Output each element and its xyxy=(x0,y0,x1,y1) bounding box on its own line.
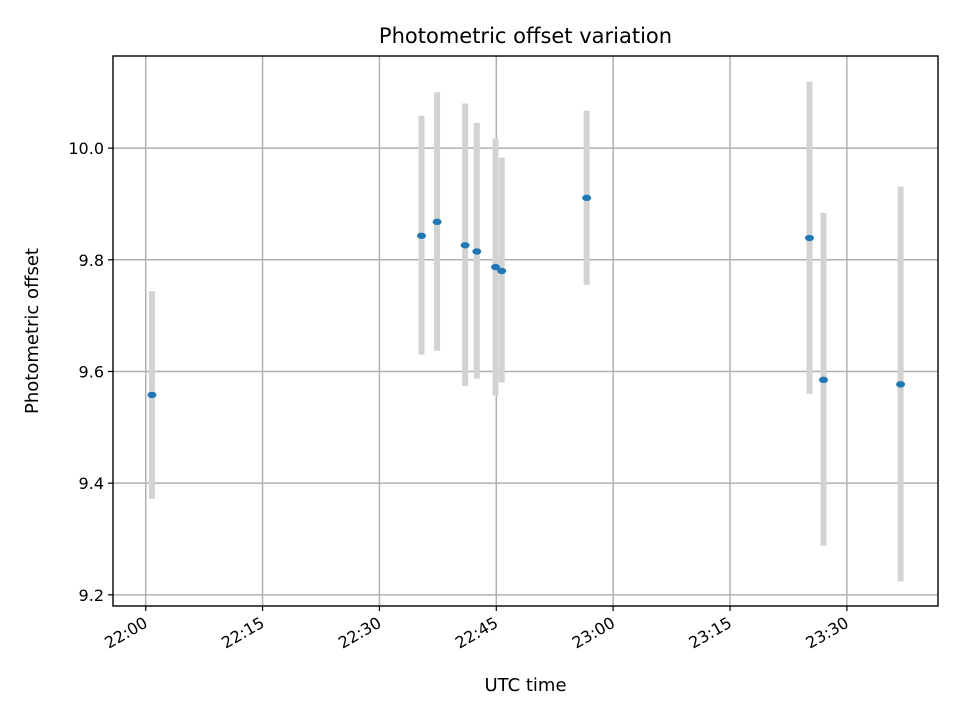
data-point xyxy=(432,218,442,226)
data-point xyxy=(818,376,828,384)
data-point xyxy=(896,381,906,388)
data-points xyxy=(147,194,906,399)
x-axis-label: UTC time xyxy=(484,675,566,696)
grid xyxy=(113,56,938,606)
y-axis-label: Photometric offset xyxy=(22,248,43,414)
data-point xyxy=(147,391,157,399)
data-point xyxy=(491,263,501,271)
y-tick-label: 10.0 xyxy=(68,139,104,158)
plot-frame xyxy=(112,55,939,607)
y-tick-label: 9.8 xyxy=(79,251,104,270)
y-tick-label: 9.4 xyxy=(79,474,104,493)
data-point xyxy=(497,267,507,275)
data-point xyxy=(472,248,482,255)
data-point xyxy=(804,234,814,242)
data-point xyxy=(582,194,592,202)
data-point xyxy=(416,232,426,239)
data-point xyxy=(460,242,470,249)
y-tick-label: 9.2 xyxy=(79,586,104,605)
chart-title: Photometric offset variation xyxy=(379,24,672,48)
y-tick-label: 9.6 xyxy=(79,362,104,381)
